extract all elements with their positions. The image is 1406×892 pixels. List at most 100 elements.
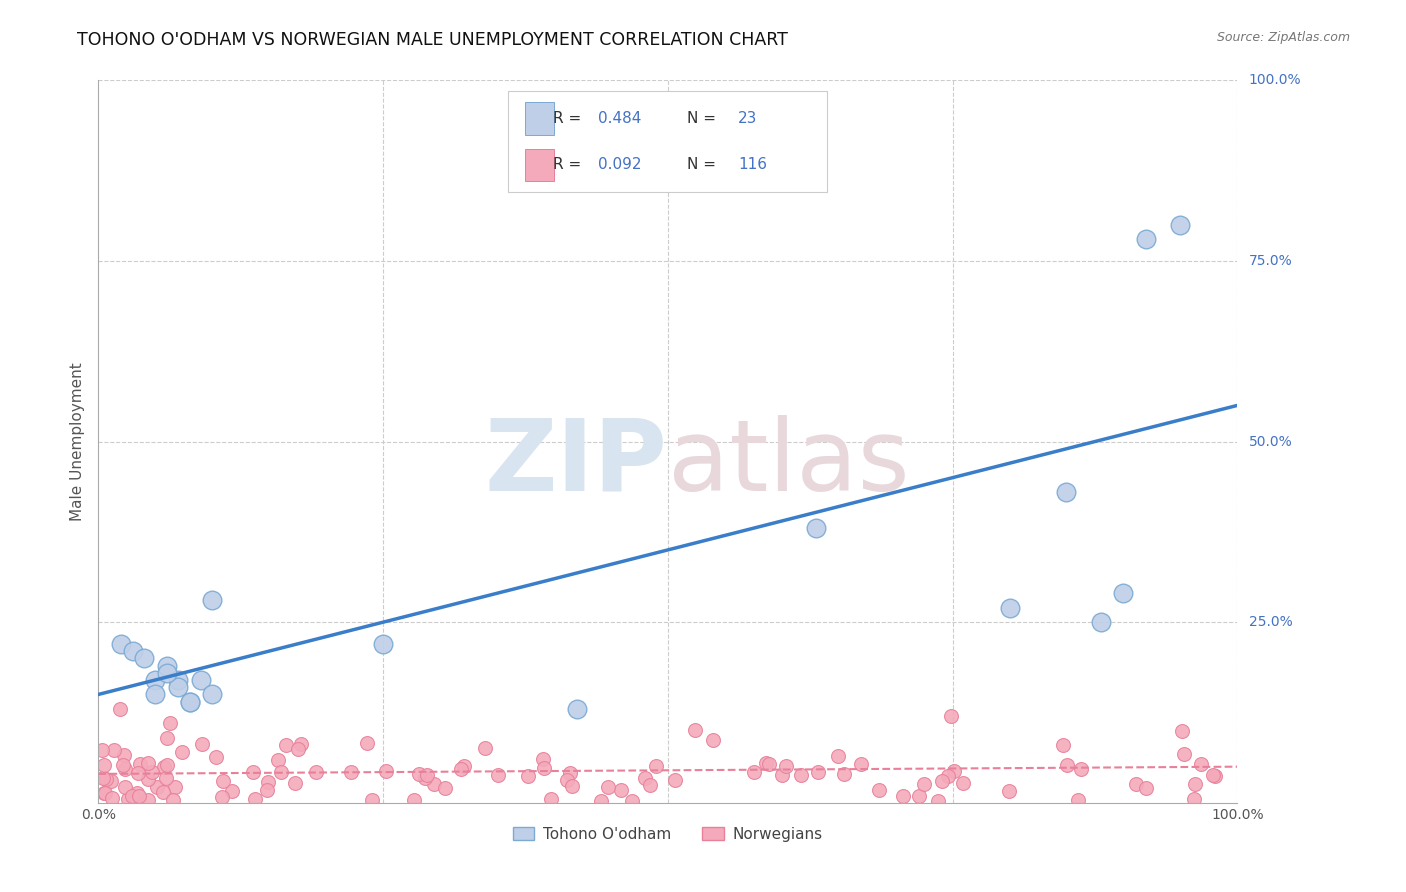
Text: TOHONO O'ODHAM VS NORWEGIAN MALE UNEMPLOYMENT CORRELATION CHART: TOHONO O'ODHAM VS NORWEGIAN MALE UNEMPLO… bbox=[77, 31, 789, 49]
Point bbox=[770, 768, 793, 782]
Point bbox=[145, 687, 167, 701]
Point bbox=[1173, 747, 1195, 761]
Point bbox=[190, 673, 212, 687]
Point bbox=[1184, 777, 1206, 791]
Point bbox=[621, 794, 644, 808]
Point bbox=[891, 789, 914, 804]
Point bbox=[634, 771, 657, 785]
Point bbox=[591, 794, 613, 808]
Point bbox=[1070, 762, 1092, 776]
Point bbox=[664, 773, 686, 788]
Point bbox=[754, 756, 776, 770]
Point bbox=[136, 772, 159, 786]
Point bbox=[290, 737, 312, 751]
Point bbox=[474, 740, 496, 755]
Point bbox=[201, 593, 224, 607]
Point bbox=[742, 764, 765, 779]
Point bbox=[413, 771, 436, 785]
Point bbox=[152, 785, 174, 799]
Point bbox=[834, 767, 856, 781]
Point bbox=[517, 769, 540, 783]
Point bbox=[96, 772, 118, 786]
Point bbox=[1056, 757, 1078, 772]
Point bbox=[191, 737, 214, 751]
Point bbox=[159, 716, 181, 731]
Text: R =: R = bbox=[553, 158, 581, 172]
Point bbox=[270, 765, 292, 780]
Point bbox=[931, 774, 953, 789]
Point bbox=[1170, 218, 1192, 232]
Text: Source: ZipAtlas.com: Source: ZipAtlas.com bbox=[1216, 31, 1350, 45]
Point bbox=[93, 786, 115, 800]
Point bbox=[361, 793, 384, 807]
Point bbox=[939, 709, 962, 723]
Point bbox=[172, 745, 194, 759]
Text: 116: 116 bbox=[738, 158, 768, 172]
Point bbox=[167, 680, 190, 694]
Point bbox=[284, 776, 307, 790]
Point bbox=[163, 780, 186, 794]
Point bbox=[136, 793, 159, 807]
Text: 75.0%: 75.0% bbox=[1249, 254, 1292, 268]
Legend: Tohono O'odham, Norwegians: Tohono O'odham, Norwegians bbox=[505, 819, 831, 849]
Point bbox=[212, 774, 235, 789]
Point bbox=[827, 749, 849, 764]
Point bbox=[486, 768, 509, 782]
Point bbox=[1052, 738, 1074, 752]
Point bbox=[242, 765, 264, 780]
Point bbox=[936, 769, 959, 783]
Point bbox=[156, 665, 179, 680]
Text: atlas: atlas bbox=[668, 415, 910, 512]
Point bbox=[560, 766, 582, 780]
Point bbox=[243, 792, 266, 806]
Point bbox=[90, 743, 112, 757]
Text: 25.0%: 25.0% bbox=[1249, 615, 1292, 629]
Point bbox=[121, 789, 143, 804]
Point bbox=[221, 784, 243, 798]
Point bbox=[952, 776, 974, 790]
Point bbox=[179, 695, 201, 709]
Point bbox=[121, 644, 143, 658]
Point bbox=[998, 600, 1021, 615]
Point bbox=[156, 658, 179, 673]
Point bbox=[167, 673, 190, 687]
Point bbox=[145, 673, 167, 687]
Point bbox=[93, 757, 115, 772]
Point bbox=[1171, 723, 1194, 738]
Point bbox=[103, 743, 125, 757]
Point bbox=[645, 759, 668, 773]
Point bbox=[533, 761, 555, 775]
Point bbox=[114, 780, 136, 794]
Point bbox=[1090, 615, 1112, 630]
Point bbox=[416, 767, 439, 781]
Point bbox=[927, 794, 949, 808]
Point bbox=[162, 792, 184, 806]
FancyBboxPatch shape bbox=[509, 91, 827, 193]
Point bbox=[276, 738, 298, 752]
Point bbox=[683, 723, 706, 738]
Point bbox=[804, 521, 827, 535]
Point bbox=[596, 780, 619, 794]
Point bbox=[128, 789, 150, 803]
Point bbox=[93, 786, 115, 800]
Point bbox=[531, 752, 554, 766]
Point bbox=[1135, 780, 1157, 795]
Text: 50.0%: 50.0% bbox=[1249, 434, 1292, 449]
Point bbox=[128, 756, 150, 771]
Point bbox=[155, 771, 177, 785]
Point bbox=[100, 774, 122, 789]
Point bbox=[110, 702, 132, 716]
Point bbox=[702, 732, 724, 747]
Point bbox=[908, 789, 931, 804]
Text: 100.0%: 100.0% bbox=[1249, 73, 1302, 87]
Point bbox=[110, 637, 132, 651]
Point bbox=[610, 782, 633, 797]
Text: N =: N = bbox=[688, 111, 716, 126]
Y-axis label: Male Unemployment: Male Unemployment bbox=[70, 362, 86, 521]
Text: N =: N = bbox=[688, 158, 716, 172]
Point bbox=[146, 780, 169, 794]
Point bbox=[1135, 232, 1157, 246]
Point bbox=[141, 765, 163, 780]
Point bbox=[775, 759, 797, 773]
Point bbox=[433, 780, 456, 795]
